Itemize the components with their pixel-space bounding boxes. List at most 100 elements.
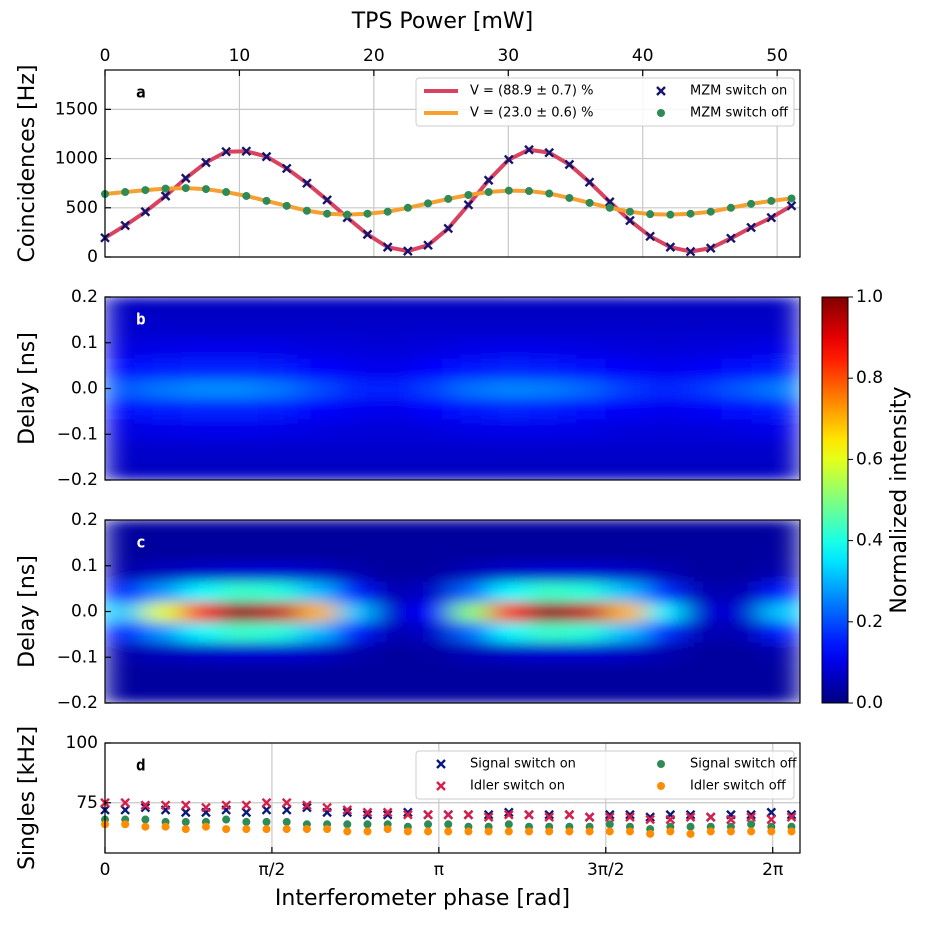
heatmap-cell bbox=[373, 438, 415, 461]
heatmap-cell bbox=[297, 620, 338, 643]
heatmap-cell bbox=[760, 357, 800, 380]
heatmap-cell bbox=[683, 297, 724, 318]
marker-dot bbox=[282, 825, 291, 834]
heatmap-cell bbox=[335, 661, 376, 684]
heatmap-cell bbox=[489, 620, 531, 643]
heatmap-cell bbox=[143, 661, 184, 684]
marker-x bbox=[705, 243, 716, 253]
marker-x bbox=[403, 246, 413, 256]
heatmap-cell bbox=[105, 397, 145, 420]
heatmap-cell bbox=[143, 418, 184, 441]
marker-dot bbox=[605, 203, 614, 212]
marker-dot bbox=[767, 827, 776, 836]
heatmap-cell bbox=[413, 418, 454, 441]
heatmap-cell bbox=[258, 600, 299, 623]
heatmap-cell bbox=[721, 520, 762, 541]
panel-label: b bbox=[136, 310, 146, 329]
legend-label: MZM switch off bbox=[690, 106, 789, 121]
marker-x bbox=[221, 800, 231, 811]
heatmap-cell bbox=[258, 520, 299, 541]
marker-x bbox=[302, 800, 312, 811]
heatmap-cell bbox=[721, 539, 762, 562]
y-axis-label: Singles [kHz] bbox=[15, 726, 40, 870]
y-tick-label: −0.1 bbox=[57, 424, 98, 444]
heatmap-cell bbox=[451, 459, 492, 480]
marker-x bbox=[705, 812, 716, 822]
heatmap-cell bbox=[258, 336, 299, 359]
heatmap-cell bbox=[258, 397, 299, 420]
legend-label: Idler switch on bbox=[470, 779, 565, 794]
y-tick-label: 0.1 bbox=[71, 333, 98, 353]
marker-x bbox=[443, 809, 454, 820]
marker-x bbox=[604, 812, 615, 822]
heatmap-cell bbox=[760, 397, 800, 420]
marker-x bbox=[604, 809, 615, 820]
heatmap-cell bbox=[529, 377, 570, 400]
legend-box bbox=[415, 750, 795, 800]
marker-dot bbox=[161, 822, 170, 831]
heatmap-cell bbox=[181, 661, 222, 684]
heatmap-cell bbox=[644, 580, 686, 603]
heatmap-cell bbox=[373, 459, 415, 480]
heatmap-cell bbox=[451, 397, 492, 420]
heatmap-cell bbox=[335, 377, 376, 400]
y-axis-label: Delay [ns] bbox=[15, 332, 40, 445]
heatmap-cell bbox=[605, 620, 646, 643]
heatmap-cell bbox=[683, 620, 724, 643]
heatmap-cell bbox=[451, 559, 492, 582]
heatmap-cell bbox=[258, 620, 299, 643]
marker-x bbox=[140, 802, 151, 813]
heatmap-cell bbox=[451, 418, 492, 441]
marker-x bbox=[524, 809, 534, 820]
heatmap-cell bbox=[335, 316, 376, 339]
heatmap-cell bbox=[181, 539, 222, 562]
y-tick-label: 0.0 bbox=[856, 693, 883, 713]
marker-dot bbox=[484, 188, 493, 197]
marker-x bbox=[544, 809, 555, 820]
heatmap-cell bbox=[721, 459, 762, 480]
heatmap-cell bbox=[335, 357, 376, 380]
heatmap-cell bbox=[529, 539, 570, 562]
heatmap-cell bbox=[335, 580, 376, 603]
heatmap-cell bbox=[721, 580, 762, 603]
heatmap-cell bbox=[413, 438, 454, 461]
marker-x bbox=[443, 223, 454, 234]
heatmap-cell bbox=[258, 377, 299, 400]
heatmap-cell bbox=[413, 336, 454, 359]
heatmap-cell bbox=[413, 316, 454, 339]
legend-label: V = (23.0 ± 0.6) % bbox=[470, 106, 593, 121]
heatmap-cell bbox=[644, 438, 686, 461]
marker-dot bbox=[262, 196, 271, 205]
legend-label: Idler switch off bbox=[690, 779, 787, 794]
heatmap-cell bbox=[489, 539, 531, 562]
heatmap-cell bbox=[489, 377, 531, 400]
heatmap-cell bbox=[529, 600, 570, 623]
marker-dot bbox=[141, 822, 150, 831]
marker-x bbox=[746, 222, 756, 233]
marker-dot bbox=[403, 827, 412, 836]
marker-x bbox=[503, 807, 514, 818]
heatmap-cell bbox=[297, 297, 338, 318]
heatmap-cell bbox=[721, 641, 762, 664]
heatmap-cell bbox=[258, 438, 299, 461]
heatmap-cell bbox=[105, 418, 145, 441]
marker-x bbox=[584, 177, 595, 188]
marker-x bbox=[726, 233, 736, 244]
heatmap-cell bbox=[721, 600, 762, 623]
heatmap-cell bbox=[143, 438, 184, 461]
heatmap-cell bbox=[721, 559, 762, 582]
heatmap-cell bbox=[143, 336, 184, 359]
heatmap-cell bbox=[567, 682, 608, 703]
marker-x bbox=[604, 197, 615, 207]
heatmap-cell bbox=[373, 661, 415, 684]
marker-x bbox=[483, 809, 494, 820]
marker-x bbox=[463, 809, 474, 820]
heatmap-cell bbox=[529, 336, 570, 359]
heatmap-cell bbox=[451, 580, 492, 603]
legend-label: V = (88.9 ± 0.7) % bbox=[470, 84, 593, 99]
heatmap-cell bbox=[529, 438, 570, 461]
heatmap-cell bbox=[605, 539, 646, 562]
heatmap-cell bbox=[143, 641, 184, 664]
heatmap-cell bbox=[605, 661, 646, 684]
heatmap-cell bbox=[413, 520, 454, 541]
